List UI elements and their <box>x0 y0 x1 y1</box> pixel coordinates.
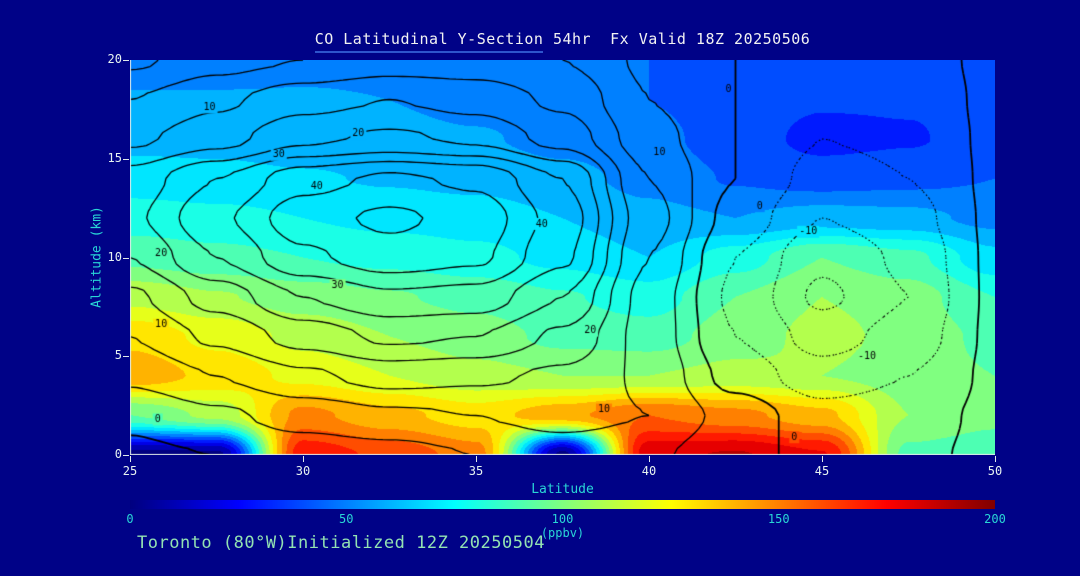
y-tick-mark <box>123 257 129 259</box>
y-tick-mark <box>123 455 129 456</box>
colorbar-tick-label: 200 <box>984 512 1006 526</box>
colorbar-units-label: (ppbv) <box>540 526 585 540</box>
colorbar-tick-label: 150 <box>767 512 790 526</box>
colorbar-tick-label: 0 <box>126 512 134 526</box>
y-tick-mark <box>123 60 129 61</box>
y-tick-mark <box>123 356 129 358</box>
x-tick-label: 35 <box>468 464 484 478</box>
chart-title-valid: 54hr Fx Valid 18Z 20250506 <box>543 30 811 48</box>
y-tick-label: 15 <box>107 150 122 165</box>
colorbar-tick-label: 100 <box>551 512 574 526</box>
colorbar-tick-label: 50 <box>339 512 354 526</box>
footer-init-label: Toronto (80°W)Initialized 12Z 20250504 <box>137 533 545 553</box>
x-tick-label: 40 <box>641 464 657 478</box>
y-tick-label: 20 <box>107 52 122 66</box>
x-tick-mark <box>995 456 996 462</box>
colorbar <box>130 500 995 509</box>
x-tick-label: 25 <box>122 464 138 478</box>
y-tick-label: 5 <box>114 348 122 363</box>
x-axis-label: Latitude <box>531 482 594 497</box>
contour-plot-canvas <box>130 60 995 455</box>
x-tick-mark <box>303 456 304 462</box>
chart-title: CO Latitudinal Y-Section 54hr Fx Valid 1… <box>130 30 995 53</box>
y-tick-label: 10 <box>107 249 122 264</box>
x-tick-label: 45 <box>814 464 830 478</box>
x-tick-label: 50 <box>987 464 1003 478</box>
x-tick-mark <box>822 456 823 462</box>
y-tick-mark <box>123 158 129 160</box>
chart-title-section: CO Latitudinal Y-Section <box>314 30 544 53</box>
y-tick-label: 0 <box>114 447 122 461</box>
x-tick-mark <box>649 456 650 462</box>
x-tick-mark <box>130 456 131 462</box>
x-tick-label: 30 <box>295 464 311 478</box>
x-tick-mark <box>476 456 477 462</box>
